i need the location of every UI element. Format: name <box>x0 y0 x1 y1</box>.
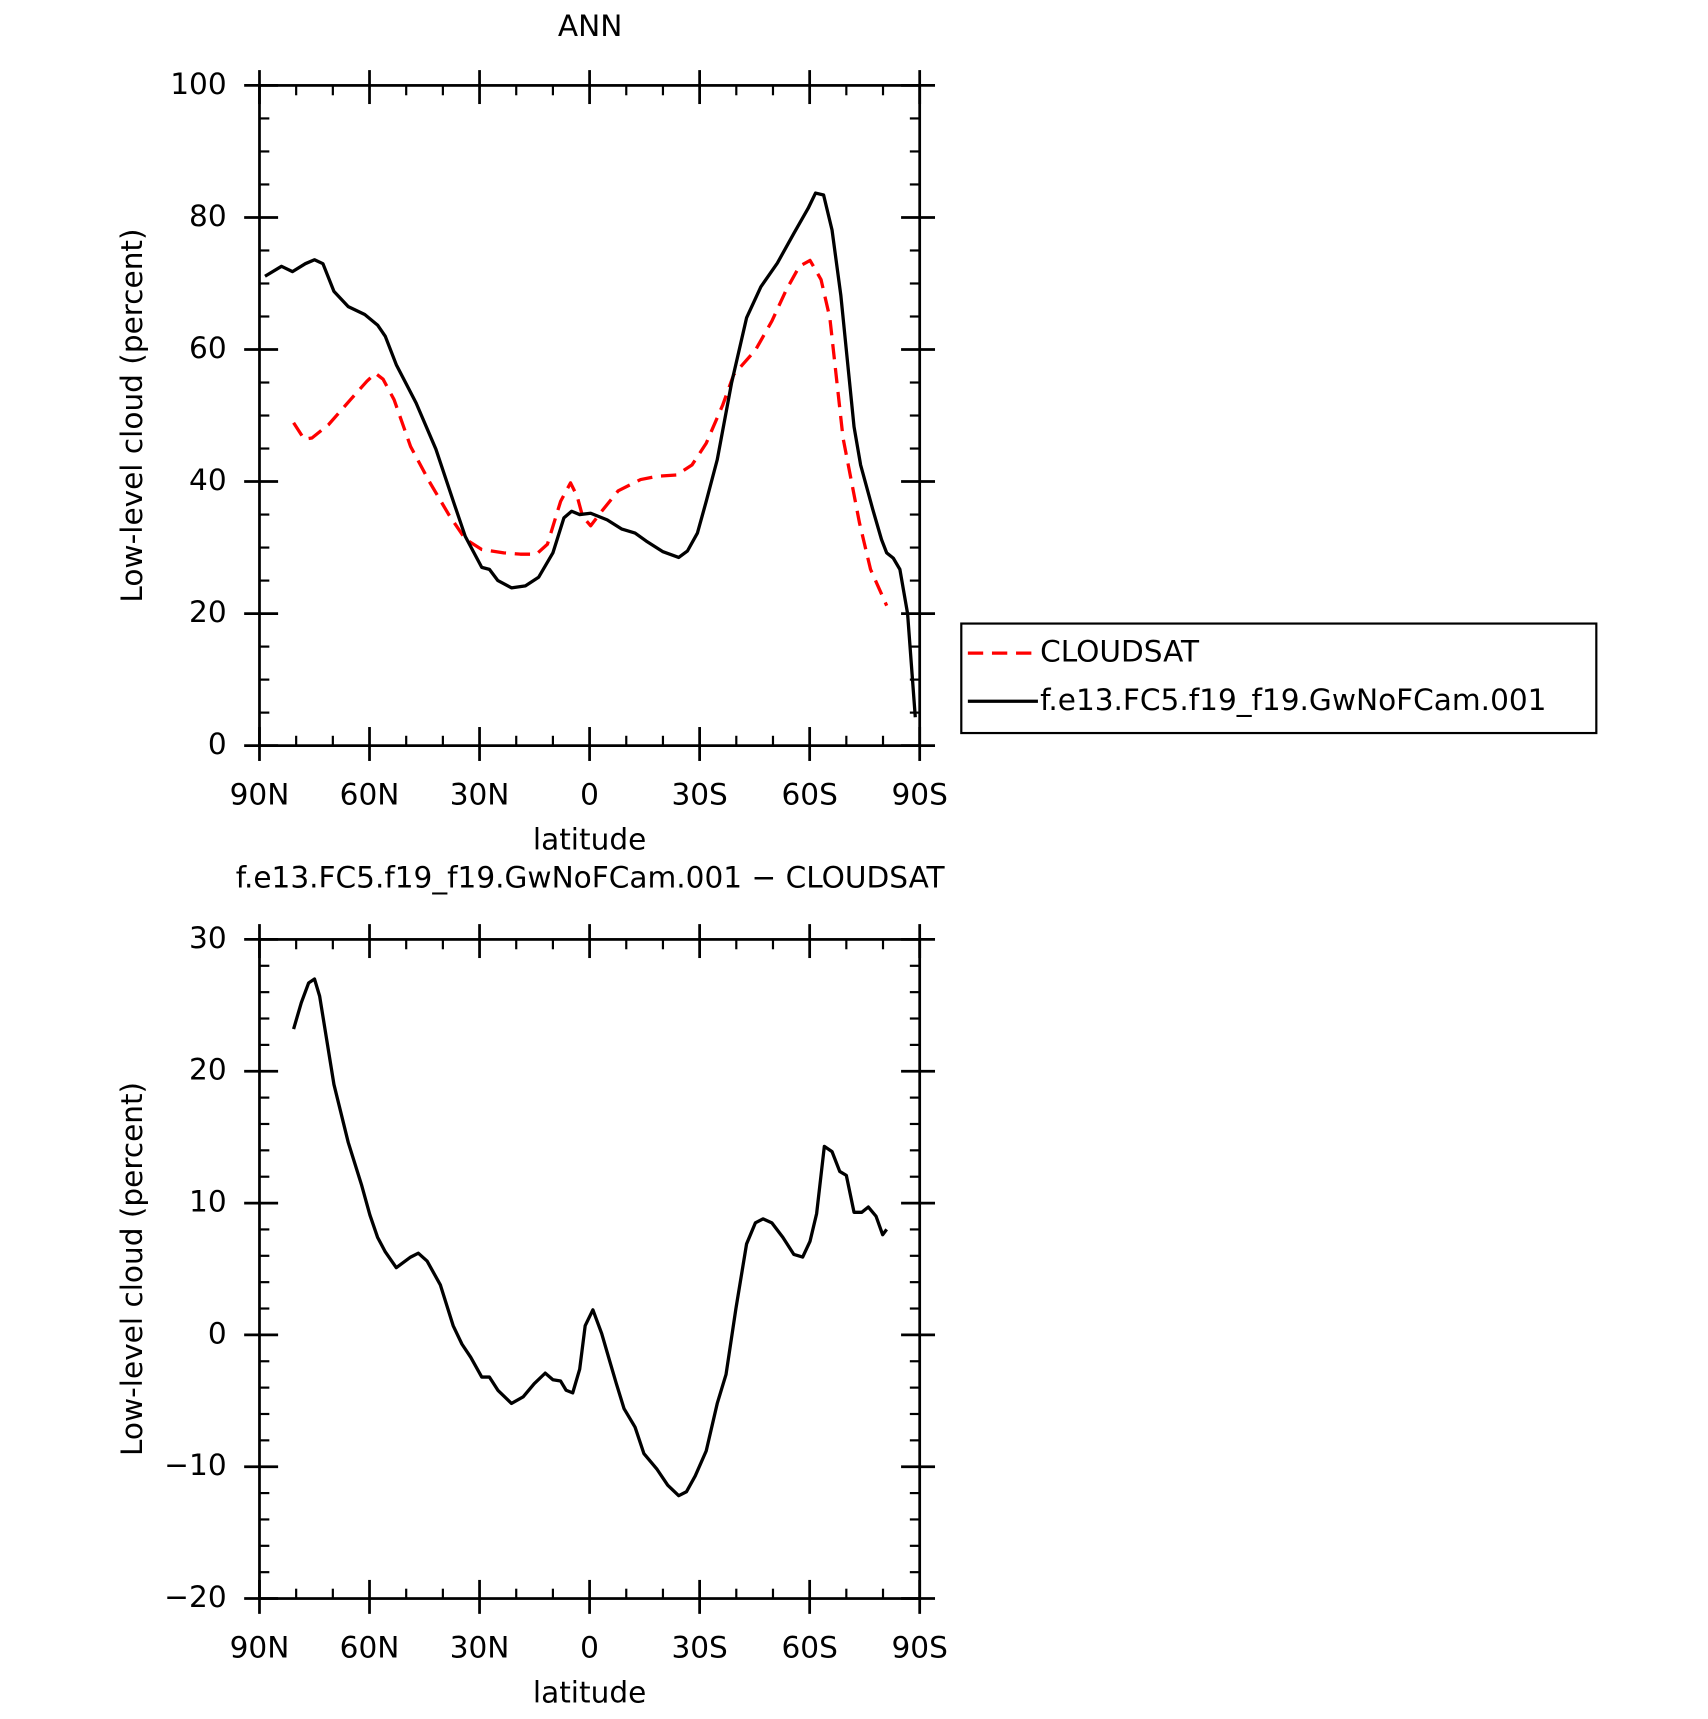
y-tick-label: 0 <box>208 727 227 761</box>
chart: ANN Low-level cloud (percent) latitude 0 20 4… <box>115 9 1598 856</box>
x-axis-label: latitude <box>533 1675 646 1709</box>
x-tick-label: 90S <box>892 777 948 811</box>
y-tick-label: 20 <box>189 1053 227 1087</box>
y-tick-label: 40 <box>189 463 227 497</box>
y-tick-label: −20 <box>164 1580 226 1614</box>
plot-frame <box>258 84 922 748</box>
data-line <box>264 191 917 718</box>
y-tick-label: 60 <box>189 331 227 365</box>
y-tick-label: 10 <box>189 1185 227 1219</box>
x-tick-label: 30S <box>671 777 727 811</box>
x-tick-label: 30S <box>671 1630 727 1664</box>
x-tick-label: 0 <box>580 777 599 811</box>
x-tick-label: 90N <box>230 777 290 811</box>
y-tick-label: 100 <box>170 67 226 101</box>
x-axis-label: latitude <box>533 822 646 856</box>
x-tick-label: 90S <box>892 1630 948 1664</box>
y-tick-label: 0 <box>208 1316 227 1350</box>
legend-box <box>960 622 1598 735</box>
y-tick-label: 80 <box>189 199 227 233</box>
x-tick-label: 60N <box>340 1630 400 1664</box>
x-tick-label: 60S <box>781 1630 837 1664</box>
x-tick-label: 30N <box>450 1630 510 1664</box>
x-tick-label: 60S <box>781 777 837 811</box>
legend-label: CLOUDSAT <box>1040 635 1200 669</box>
legend-label: f.e13.FC5.f19_f19.GwNoFCam.001 <box>1040 683 1546 717</box>
y-tick-label: 20 <box>189 595 227 629</box>
data-line <box>292 977 888 1498</box>
chart: f.e13.FC5.f19_f19.GwNoFCam.001 − CLOUDSA… <box>115 861 948 1710</box>
chart-title: f.e13.FC5.f19_f19.GwNoFCam.001 − CLOUDSA… <box>236 861 946 895</box>
y-axis-label: Low-level cloud (percent) <box>115 1082 149 1456</box>
y-axis-label: Low-level cloud (percent) <box>115 228 149 602</box>
x-tick-label: 0 <box>580 1630 599 1664</box>
x-tick-label: 30N <box>450 777 510 811</box>
y-tick-label: 30 <box>189 921 227 955</box>
x-tick-label: 60N <box>340 777 400 811</box>
plot-frame <box>258 938 922 1600</box>
data-line <box>292 258 889 607</box>
y-tick-label: −10 <box>164 1448 226 1482</box>
chart-title: ANN <box>558 9 622 43</box>
x-tick-label: 90N <box>230 1630 290 1664</box>
